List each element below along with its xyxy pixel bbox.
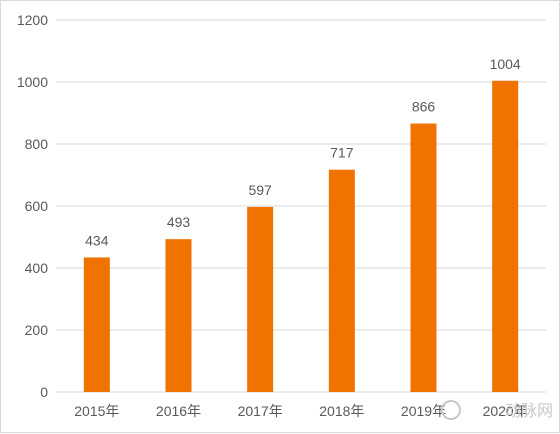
logo-icon bbox=[441, 400, 461, 420]
y-tick-label: 200 bbox=[25, 322, 49, 338]
bar bbox=[328, 169, 355, 392]
data-label: 866 bbox=[412, 99, 436, 115]
x-category-label: 2017年 bbox=[238, 403, 283, 419]
x-category-label: 2016年 bbox=[156, 403, 201, 419]
bars bbox=[83, 80, 519, 392]
y-tick-label: 800 bbox=[25, 136, 49, 152]
x-category-label: 2015年 bbox=[74, 403, 119, 419]
data-label: 597 bbox=[248, 182, 272, 198]
gridlines bbox=[56, 19, 546, 393]
data-label: 1004 bbox=[490, 56, 521, 72]
watermark: 动脉网 bbox=[441, 400, 553, 420]
y-tick-label: 400 bbox=[25, 260, 49, 276]
bar bbox=[492, 80, 519, 392]
bar bbox=[165, 239, 192, 392]
data-labels: 434 493 597 717 866 1004 bbox=[85, 56, 521, 249]
y-tick-label: 1200 bbox=[17, 12, 48, 28]
bar bbox=[247, 206, 274, 392]
bar bbox=[83, 257, 110, 392]
bar bbox=[410, 123, 437, 392]
x-category-label: 2020年 bbox=[483, 403, 528, 419]
data-label: 493 bbox=[167, 214, 191, 230]
data-label: 717 bbox=[330, 145, 354, 161]
y-tick-label: 600 bbox=[25, 198, 49, 214]
y-tick-label: 1000 bbox=[17, 74, 48, 90]
y-axis-ticks: 0 200 400 600 800 1000 1200 bbox=[17, 12, 48, 400]
data-label: 434 bbox=[85, 232, 109, 248]
x-category-label: 2018年 bbox=[319, 403, 364, 419]
y-tick-label: 0 bbox=[40, 384, 48, 400]
watermark-text: 动脉网 bbox=[505, 402, 553, 420]
x-category-label: 2019年 bbox=[401, 403, 446, 419]
x-axis-categories: 2015年 2016年 2017年 2018年 2019年 2020年 bbox=[74, 403, 527, 419]
